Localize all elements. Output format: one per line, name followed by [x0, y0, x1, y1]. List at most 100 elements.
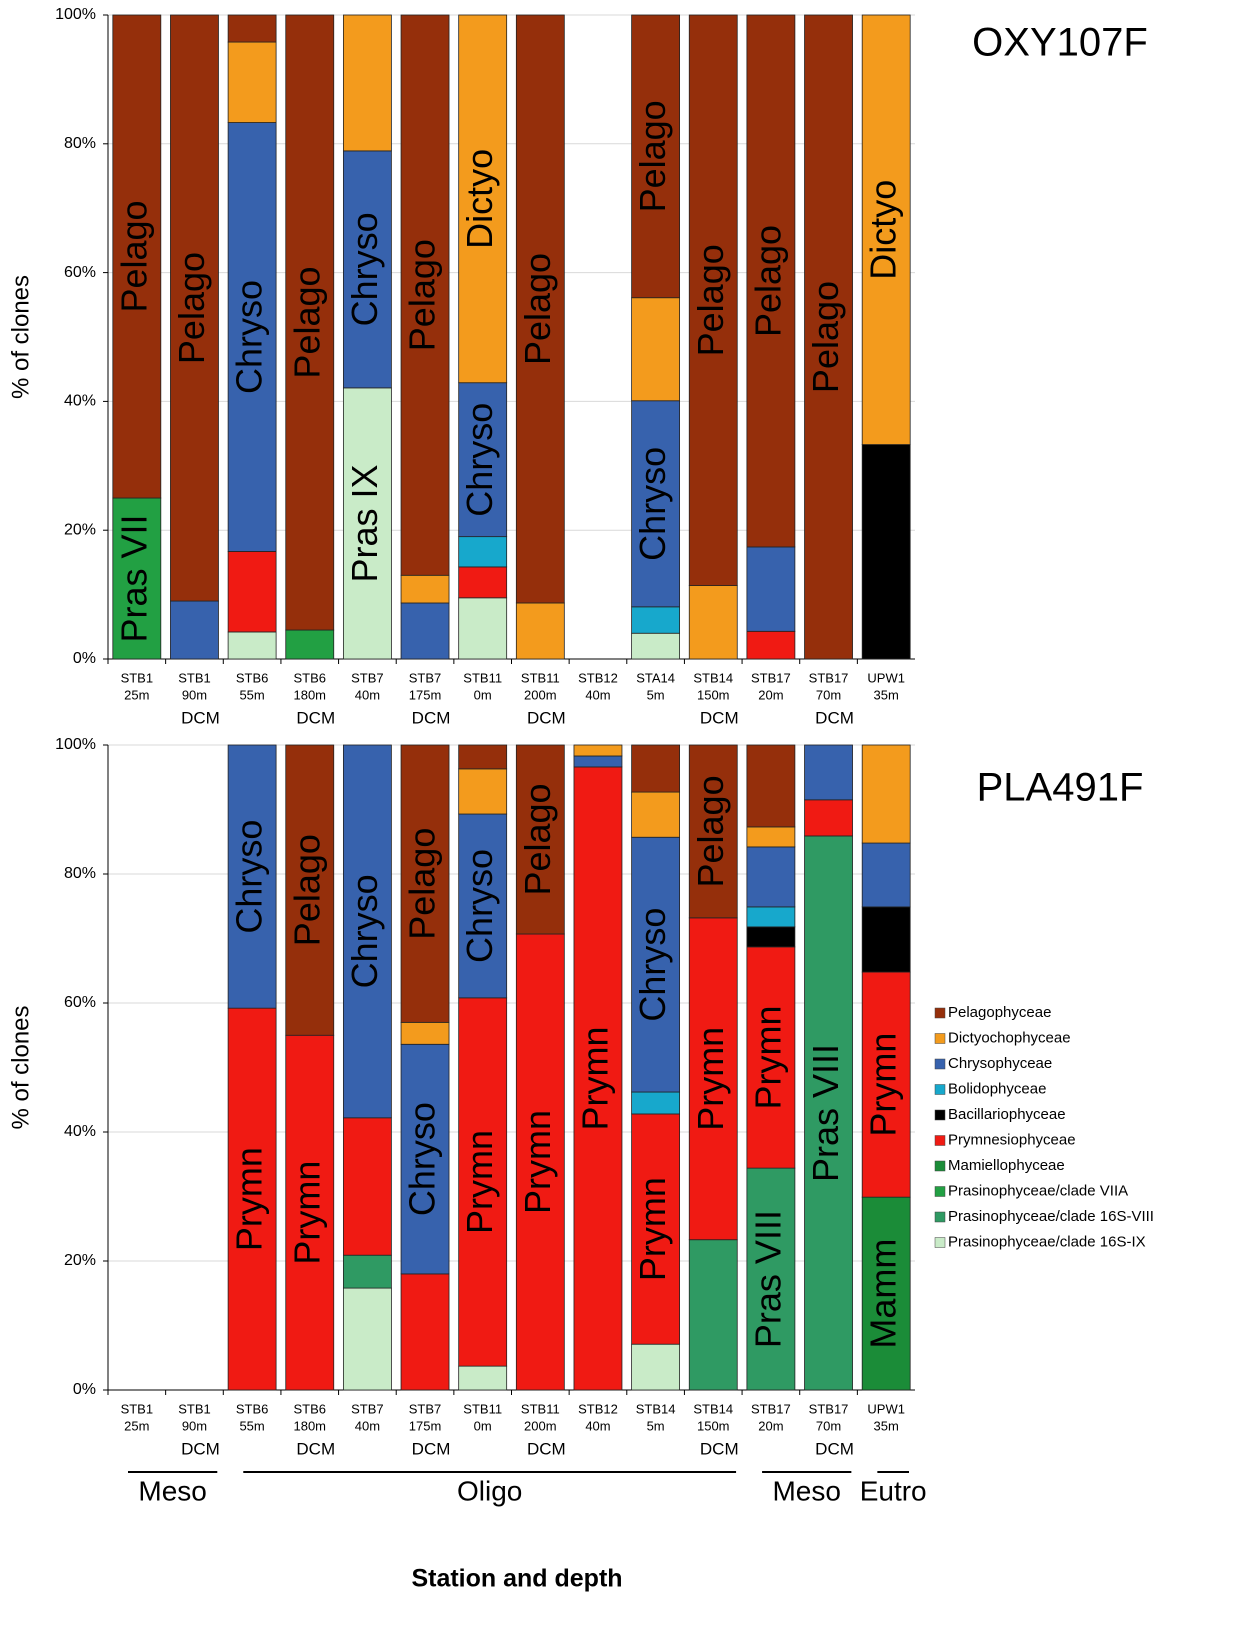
segment-label: Prymn — [574, 1026, 615, 1130]
x-tick-depth: 20m — [758, 687, 783, 702]
x-tick-depth: 25m — [124, 687, 149, 702]
legend-label: Prasinophyceae/clade 16S-VIII — [948, 1208, 1154, 1225]
segment-label: Chryso — [229, 820, 270, 934]
legend-label: Prymnesiophyceae — [948, 1131, 1076, 1148]
y-tick-label: 100% — [55, 736, 96, 753]
x-tick-depth: 40m — [355, 1418, 380, 1433]
x-tick-label: UPW1 — [867, 670, 905, 685]
x-tick-note: DCM — [412, 1439, 451, 1458]
bar-segment — [458, 382, 508, 538]
bar-segment — [861, 906, 911, 973]
x-tick-label: STB7 — [409, 1401, 442, 1416]
x-tick-depth: 25m — [124, 1418, 149, 1433]
bar-segment — [746, 946, 796, 1169]
x-tick-depth: 150m — [697, 1418, 730, 1433]
x-tick-note: DCM — [700, 1439, 739, 1458]
y-tick-label: 40% — [64, 393, 96, 410]
bar-segment — [631, 14, 681, 299]
segment-label: Prymn — [747, 1005, 788, 1109]
bar-segment — [861, 842, 911, 908]
x-tick-depth: 70m — [816, 1418, 841, 1433]
bar-segment — [342, 1287, 392, 1391]
segment-label: Prymn — [459, 1130, 500, 1234]
x-tick-depth: 180m — [293, 687, 326, 702]
bar-segment — [458, 744, 508, 770]
bar-segment — [631, 744, 681, 793]
bar-segment — [458, 566, 508, 599]
y-tick-label: 80% — [64, 135, 96, 152]
bar-segment — [688, 1239, 738, 1391]
bar-segment — [458, 813, 508, 999]
segment-label: Diatoms — [863, 486, 904, 618]
legend-label: Prasinophyceae/clade VIIA — [948, 1182, 1128, 1199]
legend-swatch — [934, 1211, 946, 1223]
x-tick-label: STB14 — [636, 1401, 676, 1416]
x-tick-label: STB14 — [693, 670, 733, 685]
x-tick-depth: 70m — [816, 687, 841, 702]
x-tick-depth: 20m — [758, 1418, 783, 1433]
bar-segment — [458, 1365, 508, 1391]
x-tick-note: DCM — [296, 708, 335, 727]
x-tick-label: STB12 — [578, 1401, 618, 1416]
x-tick-note: DCM — [181, 1439, 220, 1458]
legend-swatch — [934, 1160, 946, 1172]
y-axis-title: % of clones — [7, 1005, 34, 1129]
y-tick-label: 60% — [64, 994, 96, 1011]
bar-segment — [400, 14, 450, 576]
segment-label: Chryso — [459, 849, 500, 963]
segment-label: Chryso — [459, 403, 500, 517]
y-tick-label: 0% — [73, 650, 96, 667]
x-tick-label: STB6 — [293, 670, 326, 685]
bar-segment — [631, 1091, 681, 1115]
segment-label: Chryso — [229, 280, 270, 394]
x-tick-note: DCM — [181, 708, 220, 727]
bar-segment — [573, 766, 623, 1391]
bar-segment — [631, 836, 681, 1093]
bar-segment — [342, 387, 392, 660]
bar-segment — [573, 755, 623, 768]
bar-segment — [400, 574, 450, 604]
x-tick-depth: 35m — [874, 1418, 899, 1433]
x-axis-title: Station and depth — [411, 1565, 622, 1593]
bar-segment — [458, 536, 508, 568]
group-label: Meso — [138, 1475, 206, 1506]
legend-swatch — [934, 1058, 946, 1070]
chart-title: OXY107F — [972, 21, 1148, 65]
bar-segment — [804, 14, 853, 660]
bar-segment — [285, 744, 335, 1036]
x-tick-label: STB7 — [351, 670, 384, 685]
x-tick-label: STA14 — [636, 670, 675, 685]
x-tick-label: STB14 — [693, 1401, 733, 1416]
bar-segment — [400, 744, 450, 1023]
segment-label: Pras VII — [113, 514, 154, 642]
bar-segment — [458, 14, 508, 384]
y-tick-label: 20% — [64, 521, 96, 538]
bar-segment — [631, 632, 681, 660]
legend-label: Pelagophyceae — [948, 1004, 1051, 1021]
bar-segment — [112, 14, 162, 499]
segment-label: Pelago — [690, 244, 731, 356]
x-tick-depth: 5m — [647, 687, 665, 702]
bar-segment — [342, 150, 392, 389]
x-tick-label: STB11 — [521, 670, 560, 685]
bar-segment — [688, 744, 738, 919]
x-tick-label: STB11 — [463, 670, 502, 685]
segment-label: Chryso — [344, 212, 385, 326]
bar-segment — [631, 606, 681, 634]
bar-segment — [861, 14, 911, 445]
bar-segment — [746, 926, 796, 948]
x-tick-depth: 200m — [524, 687, 557, 702]
segment-label: Pelago — [805, 281, 846, 393]
segment-label: Pelago — [171, 252, 212, 364]
segment-label: Prymn — [286, 1161, 327, 1265]
segment-label: Pras VIII — [805, 1044, 846, 1182]
segment-label: Pelago — [402, 828, 443, 940]
bar-segment — [804, 744, 853, 801]
x-tick-label: STB17 — [751, 1401, 791, 1416]
bar-segment — [746, 14, 796, 548]
x-tick-depth: 40m — [355, 687, 380, 702]
x-tick-depth: 90m — [182, 687, 207, 702]
x-tick-note: DCM — [296, 1439, 335, 1458]
segment-label: Prymn — [517, 1110, 558, 1214]
